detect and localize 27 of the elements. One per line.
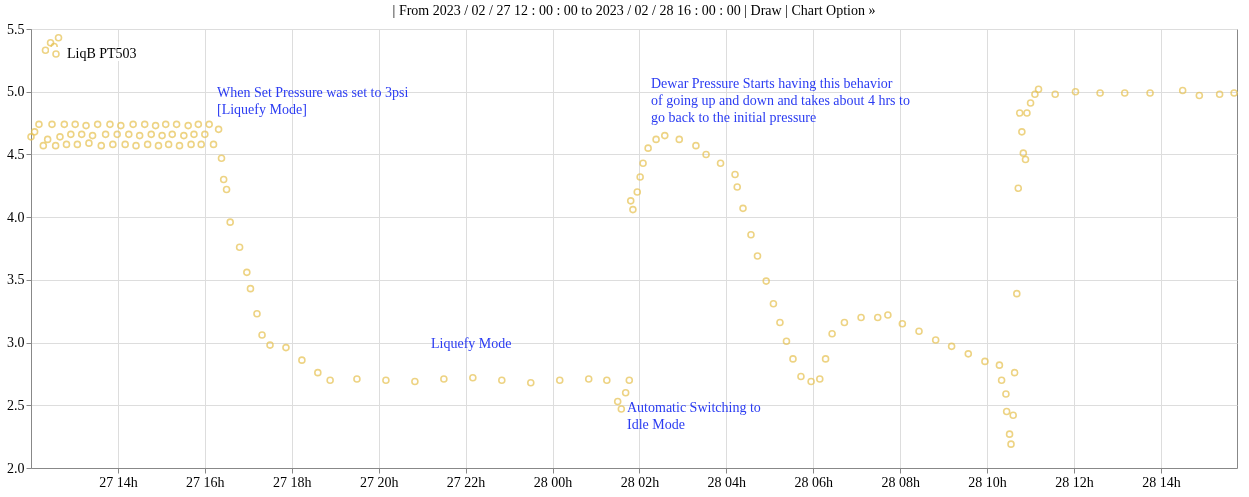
x-tick-label: 28 10h: [968, 474, 1007, 490]
x-tick-label: 28 14h: [1142, 474, 1181, 490]
x-tick-label: 27 16h: [186, 474, 225, 490]
x-tick-label: 28 00h: [533, 474, 573, 490]
x-tick-label: 27 14h: [99, 474, 138, 490]
x-tick-label: 27 18h: [273, 474, 312, 490]
annotation: When Set Pressure was set to 3psi [Liquefy Mode]: [217, 85, 409, 117]
y-tick-label: 3.0: [7, 335, 25, 351]
y-tick-label: 5.5: [7, 21, 25, 37]
annotation: Liquefy Mode: [431, 336, 512, 351]
x-tick-label: 28 12h: [1055, 474, 1094, 490]
text: | From 2023 / 02 / 27 12 : 00 : 00 to 2023 / 02 / 28 16 : 00 : 00 | Draw | Chart Option »: [392, 3, 876, 18]
y-tick-label: 2.5: [7, 397, 25, 413]
x-tick-label: 28 02h: [620, 474, 660, 490]
x-tick-label: 27 20h: [359, 474, 399, 490]
y-tick-label: 2.0: [7, 460, 25, 476]
legend-label: LiqB PT503: [67, 46, 137, 61]
annotation: Automatic Switching to Idle Mode: [627, 400, 761, 432]
y-tick-label: 3.5: [7, 272, 25, 288]
annotation: Dewar Pressure Starts having this behavior of going up and down and takes about 4 hrs to go back to the initial pressure: [651, 76, 910, 125]
y-tick-label: 4.5: [7, 146, 25, 162]
x-tick-label: 28 08h: [881, 474, 920, 490]
y-tick-label: 4.0: [7, 209, 25, 225]
y-tick-label: 5.0: [7, 84, 25, 100]
x-tick-label: 28 04h: [707, 474, 747, 490]
x-tick-label: 27 22h: [446, 474, 486, 490]
x-tick-label: 28 06h: [794, 474, 834, 490]
